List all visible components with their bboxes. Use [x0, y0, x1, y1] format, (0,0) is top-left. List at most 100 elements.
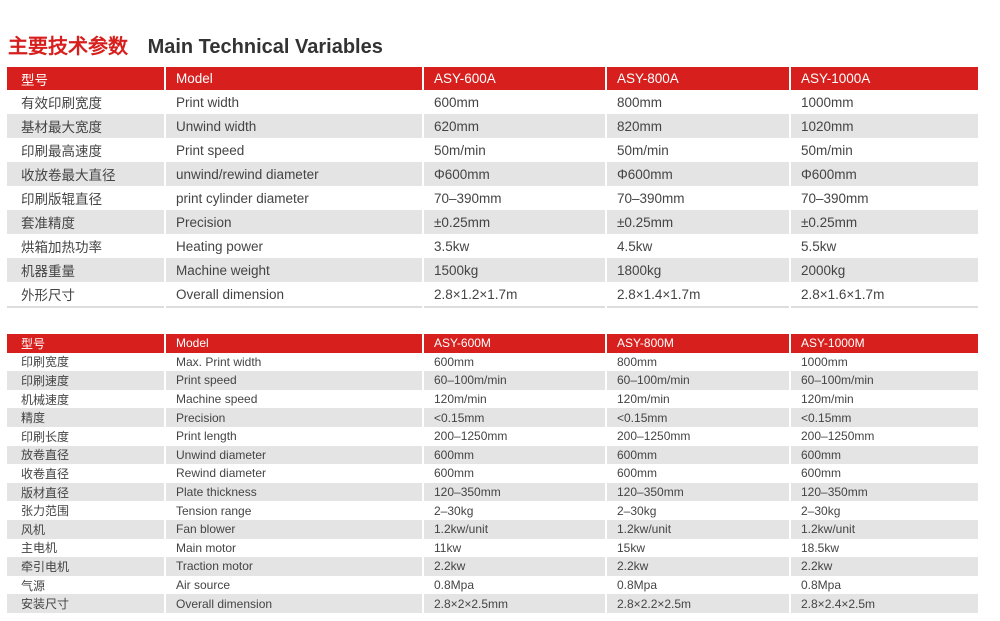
table-row: 风机 Fan blower 1.2kw/unit 1.2kw/unit 1.2kw/un…: [7, 519, 978, 539]
header-cell: ASY-600A: [422, 67, 606, 90]
table-cell: Rewind diameter: [164, 464, 423, 483]
table-cell: 外形尺寸: [21, 288, 75, 303]
table-header: 型号 Model ASY-600A ASY-800A ASY-1000A: [7, 67, 978, 90]
table-cell: 120m/min: [789, 389, 978, 409]
table-cell: 机器重量: [7, 258, 165, 282]
table-cell: 200–1250mm: [789, 426, 978, 446]
table-cell: ±0.25mm: [789, 210, 978, 234]
table-cell: Traction motor: [164, 557, 423, 576]
table-cell: 600mm: [422, 464, 606, 483]
table-cell: Φ600mm: [422, 162, 606, 186]
table-row: 张力范围 Tension range 2–30kg 2–30kg 2–30kg: [7, 501, 978, 520]
table-cell: <0.15mm: [789, 408, 978, 427]
table-cell: 1.2kw/unit: [605, 519, 790, 539]
table-cell: 2000kg: [789, 258, 978, 282]
table-cell: 风机: [7, 519, 165, 539]
table-cell: Plate thickness: [164, 482, 423, 502]
table-cell: 1.2kw/unit: [422, 519, 606, 539]
table-cell: 0.8Mpa: [422, 575, 606, 595]
table-cell: Machine weight: [164, 258, 423, 282]
table-cell: Φ600mm: [605, 162, 790, 186]
table-cell: 印刷速度: [7, 371, 165, 390]
table-cell: 120–350mm: [422, 482, 606, 502]
table-cell: 1000mm: [789, 90, 978, 114]
table-cell: 200–1250mm: [422, 426, 606, 446]
table-cell: 70–390mm: [789, 186, 978, 210]
header-cell: ASY-1000M: [789, 334, 978, 353]
table-cell: 2.8×2.4×2.5m: [789, 594, 978, 613]
table-cell: 11kw: [422, 538, 606, 558]
table-cell: 气源: [21, 578, 46, 593]
table-cell: Air source: [164, 575, 423, 595]
table-row: 安装尺寸 Overall dimension 2.8×2×2.5mm 2.8×2.2×…: [7, 594, 978, 613]
header-cell: ASY-800M: [605, 334, 790, 353]
table-cell: 1.2kw/unit: [789, 519, 978, 539]
table-cell: 1000mm: [789, 352, 978, 372]
table-row: 机械速度 Machine speed 120m/min 120m/min 120m/mi…: [7, 389, 978, 409]
table-cell: 精度: [7, 408, 165, 427]
title-english: Main Technical Variables: [147, 36, 383, 58]
table-row: 基材最大宽度 Unwind width 620mm 820mm 1020mm: [7, 114, 978, 138]
table-cell: 620mm: [422, 114, 606, 138]
table-row: 印刷版辊直径 print cylinder diameter 70–390mm 70–…: [7, 186, 978, 210]
table-cell: 2.8×1.2×1.7m: [422, 282, 606, 307]
table-cell: 60–100m/min: [605, 371, 790, 390]
table-cell: 820mm: [605, 114, 790, 138]
table-cell: 2.8×1.4×1.7m: [605, 282, 790, 307]
table-cell: 2.2kw: [605, 557, 790, 576]
table-cell: Unwind diameter: [164, 445, 423, 465]
table-cell: 120m/min: [422, 389, 606, 409]
table-cell: 版材直径: [7, 482, 165, 502]
table-cell: 安装尺寸: [7, 594, 165, 613]
table-cell: 50m/min: [605, 138, 790, 162]
table-cell: 600mm: [789, 464, 978, 483]
table-cell: 印刷版辊直径: [21, 192, 102, 207]
table-cell: 800mm: [605, 352, 790, 372]
table-cell: 印刷最高速度: [21, 144, 102, 159]
table-header: 型号 Model ASY-600M ASY-800M ASY-1000M: [7, 334, 978, 353]
table-cell: Unwind width: [164, 114, 423, 138]
page-title: 主要技术参数 Main Technical Variables: [8, 30, 383, 59]
table-cell: 15kw: [605, 538, 790, 558]
table-cell: 2.8×1.6×1.7m: [789, 282, 978, 307]
table-row: 有效印刷宽度 Print width 600mm 800mm 1000mm: [7, 90, 978, 114]
table-cell: 机械速度: [21, 392, 70, 407]
table-cell: 牵引电机: [7, 557, 165, 576]
title-chinese: 主要技术参数: [8, 36, 128, 58]
table-cell: 收放卷最大直径: [7, 162, 165, 186]
table-cell: unwind/rewind diameter: [164, 162, 423, 186]
table-cell: Main motor: [164, 538, 423, 558]
header-cell: ASY-600M: [422, 334, 606, 353]
table-cell: 200–1250mm: [605, 426, 790, 446]
table-cell: 800mm: [605, 90, 790, 114]
table-cell: 600mm: [422, 352, 606, 372]
table-cell: 50m/min: [789, 138, 978, 162]
table-cell: Fan blower: [164, 519, 423, 539]
table-cell: Print length: [164, 426, 423, 446]
table-cell: <0.15mm: [422, 408, 606, 427]
table-row: 套准精度 Precision ±0.25mm ±0.25mm ±0.25mm: [7, 210, 978, 234]
table-cell: Max. Print width: [164, 352, 423, 372]
table-cell: 120–350mm: [605, 482, 790, 502]
table-cell: 1500kg: [422, 258, 606, 282]
table-cell: 1800kg: [605, 258, 790, 282]
table-cell: 70–390mm: [422, 186, 606, 210]
table-cell: ±0.25mm: [605, 210, 790, 234]
table-cell: 套准精度: [7, 210, 165, 234]
table-cell: 1020mm: [789, 114, 978, 138]
table-cell: 2.2kw: [422, 557, 606, 576]
table-cell: 120–350mm: [789, 482, 978, 502]
table-cell: 60–100m/min: [789, 371, 978, 390]
table-row: 外形尺寸 Overall dimension 2.8×1.2×1.7m 2.8×1.4…: [7, 282, 978, 307]
spec-table-a-series: 型号 Model ASY-600A ASY-800A ASY-1000A 有效印刷宽度 Pr…: [7, 67, 978, 308]
table-cell: 600mm: [605, 464, 790, 483]
header-cell: Model: [164, 334, 423, 353]
table-cell: 600mm: [422, 445, 606, 465]
table-row: 气源 Air source 0.8Mpa 0.8Mpa 0.8Mpa: [7, 575, 978, 595]
table-cell: 印刷宽度: [21, 355, 70, 370]
table-cell: 收卷直径: [21, 466, 70, 481]
table-cell: 50m/min: [422, 138, 606, 162]
header-cell: 型号: [7, 334, 165, 353]
table-row: 烘箱加热功率 Heating power 3.5kw 4.5kw 5.5kw: [7, 234, 978, 258]
table-row: 放卷直径 Unwind diameter 600mm 600mm 600mm: [7, 445, 978, 465]
